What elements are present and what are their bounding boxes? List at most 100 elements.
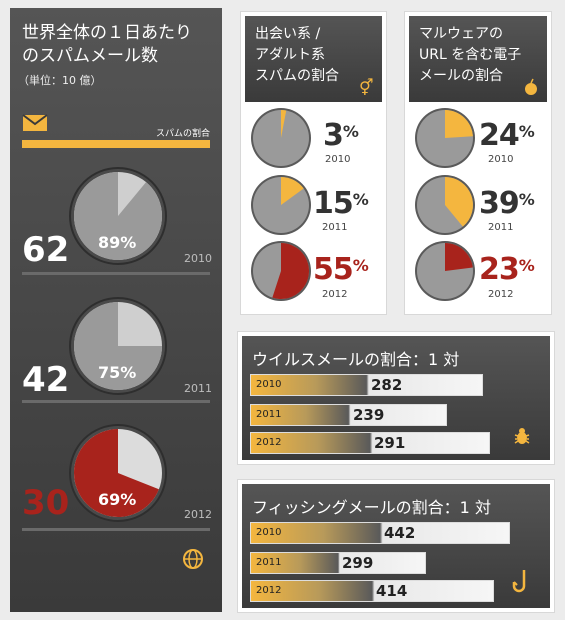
adult-title-line3: スパムの割合 xyxy=(255,68,339,84)
spam-subtitle: （単位：10 億） xyxy=(18,74,102,87)
virus-year-2010: 2010 xyxy=(256,379,282,390)
malware-pct-2011: 39% xyxy=(479,186,535,221)
virus-year-2011: 2011 xyxy=(256,409,282,420)
phishing-row-2012: 2012 414 xyxy=(250,580,510,602)
adult-spam-header: 出会い系 / アダルト系 スパムの割合 ⚥ xyxy=(245,16,382,102)
adult-title-line1: 出会い系 / xyxy=(255,26,321,42)
spam-pct-2010: 89% xyxy=(98,233,137,252)
adult-pie-2012-slice xyxy=(272,243,309,299)
virus-bar-2010 xyxy=(250,374,483,396)
virus-bar-2011 xyxy=(250,404,447,426)
envelope-icon xyxy=(22,112,48,132)
malware-pct-2010: 24% xyxy=(479,118,535,153)
bomb-icon xyxy=(523,78,539,96)
spam-title-line1: 世界全体の１日あたり xyxy=(22,23,192,43)
spam-pie-2012 xyxy=(69,424,167,522)
adult-year-2012: 2012 xyxy=(322,289,348,300)
malware-pct-2010-sign: % xyxy=(518,122,535,141)
phishing-bar-2010 xyxy=(250,522,510,544)
phishing-value-2010: 442 xyxy=(384,524,416,542)
divider-2011 xyxy=(22,400,210,403)
malware-year-2011: 2011 xyxy=(488,222,514,233)
virus-value-2010: 282 xyxy=(371,376,403,394)
phishing-value-2011: 299 xyxy=(342,554,374,572)
adult-pct-2012-value: 55 xyxy=(313,252,354,287)
malware-title-line3: メールの割合 xyxy=(419,68,503,84)
virus-bar-2012 xyxy=(250,432,490,454)
malware-pct-2012: 23% xyxy=(479,252,535,287)
spam-year-2010: 2010 xyxy=(184,252,212,265)
virus-value-2011: 239 xyxy=(353,406,385,424)
virus-panel: ウイルスメールの割合：1 対 2010 282 2011 239 2012 29… xyxy=(242,336,550,460)
malware-pie-2011-slice xyxy=(445,177,473,227)
spam-year-2012: 2012 xyxy=(184,508,212,521)
adult-title-line2: アダルト系 xyxy=(255,47,325,63)
malware-pie-2011 xyxy=(415,175,475,235)
legend-bar xyxy=(22,140,210,148)
spam-ratio-legend: スパムの割合 xyxy=(155,129,210,139)
malware-title-line1: マルウェアの xyxy=(419,26,503,42)
phishing-value-2012: 414 xyxy=(376,582,408,600)
malware-header: マルウェアの URL を含む電子 メールの割合 xyxy=(409,16,547,102)
malware-title: マルウェアの URL を含む電子 メールの割合 xyxy=(419,24,521,87)
spam-pie-2010 xyxy=(69,167,167,265)
adult-pct-2011: 15% xyxy=(313,186,369,221)
malware-year-2012: 2012 xyxy=(488,289,514,300)
adult-pie-2011-slice xyxy=(281,177,304,205)
malware-pct-2011-sign: % xyxy=(518,190,535,209)
malware-pie-2010-slice xyxy=(445,110,473,138)
adult-pct-2010-value: 3 xyxy=(323,118,344,153)
spam-panel-title: 世界全体の１日あたり のスパムメール数 xyxy=(22,22,192,68)
malware-year-2010: 2010 xyxy=(488,154,514,165)
adult-pct-2010-sign: % xyxy=(342,122,359,141)
adult-pct-2012: 55% xyxy=(313,252,369,287)
malware-pct-2010-value: 24 xyxy=(479,118,520,153)
fishhook-icon xyxy=(512,568,532,594)
malware-pct-2011-value: 39 xyxy=(479,186,520,221)
phishing-year-2011: 2011 xyxy=(256,557,282,568)
spam-count-2012: 30 xyxy=(22,483,70,523)
adult-pie-2011 xyxy=(251,175,311,235)
adult-pct-2010: 3% xyxy=(323,118,359,153)
phishing-row-2011: 2011 299 xyxy=(250,552,510,574)
virus-card: ウイルスメールの割合：1 対 2010 282 2011 239 2012 29… xyxy=(238,332,554,464)
malware-pie-2012 xyxy=(415,241,475,301)
spam-volume-panel: 世界全体の１日あたり のスパムメール数 （単位：10 億） スパムの割合 62 … xyxy=(10,8,222,612)
spam-pie-2011 xyxy=(69,297,167,395)
adult-pie-2010 xyxy=(251,108,311,168)
bug-icon xyxy=(512,426,532,446)
spam-pct-2011: 75% xyxy=(98,363,137,382)
virus-value-2012: 291 xyxy=(374,434,406,452)
virus-row-2010: 2010 282 xyxy=(250,374,490,396)
adult-title: 出会い系 / アダルト系 スパムの割合 xyxy=(255,24,339,87)
virus-title: ウイルスメールの割合：1 対 xyxy=(252,350,460,369)
malware-pie-2012-slice xyxy=(445,243,473,271)
malware-pct-2012-value: 23 xyxy=(479,252,520,287)
phishing-bar-2011 xyxy=(250,552,426,574)
phishing-row-2010: 2010 442 xyxy=(250,522,510,544)
malware-pie-2010 xyxy=(415,108,475,168)
phishing-card: フィッシングメールの割合：1 対 2010 442 2011 299 2012 … xyxy=(238,480,554,612)
adult-pct-2011-sign: % xyxy=(352,190,369,209)
divider-2012 xyxy=(22,528,210,531)
phishing-year-2012: 2012 xyxy=(256,585,282,596)
virus-year-2012: 2012 xyxy=(256,437,282,448)
spam-count-2011: 42 xyxy=(22,360,70,400)
adult-pct-2012-sign: % xyxy=(352,256,369,275)
virus-row-2012: 2012 291 xyxy=(250,432,490,454)
spam-count-2010: 62 xyxy=(22,230,70,270)
malware-title-line2: URL を含む電子 xyxy=(419,47,522,63)
phishing-title: フィッシングメールの割合：1 対 xyxy=(252,498,491,517)
spam-year-2011: 2011 xyxy=(184,382,212,395)
gender-symbol-icon: ⚥ xyxy=(359,78,374,97)
virus-row-2011: 2011 239 xyxy=(250,404,490,426)
globe-icon xyxy=(182,548,204,570)
adult-year-2011: 2011 xyxy=(322,222,348,233)
divider-2010 xyxy=(22,272,210,275)
spam-pie-slice xyxy=(74,429,159,517)
phishing-bar-2012 xyxy=(250,580,494,602)
phishing-panel: フィッシングメールの割合：1 対 2010 442 2011 299 2012 … xyxy=(242,484,550,608)
adult-year-2010: 2010 xyxy=(325,154,351,165)
spam-title-line2: のスパムメール数 xyxy=(22,46,158,66)
phishing-year-2010: 2010 xyxy=(256,527,282,538)
